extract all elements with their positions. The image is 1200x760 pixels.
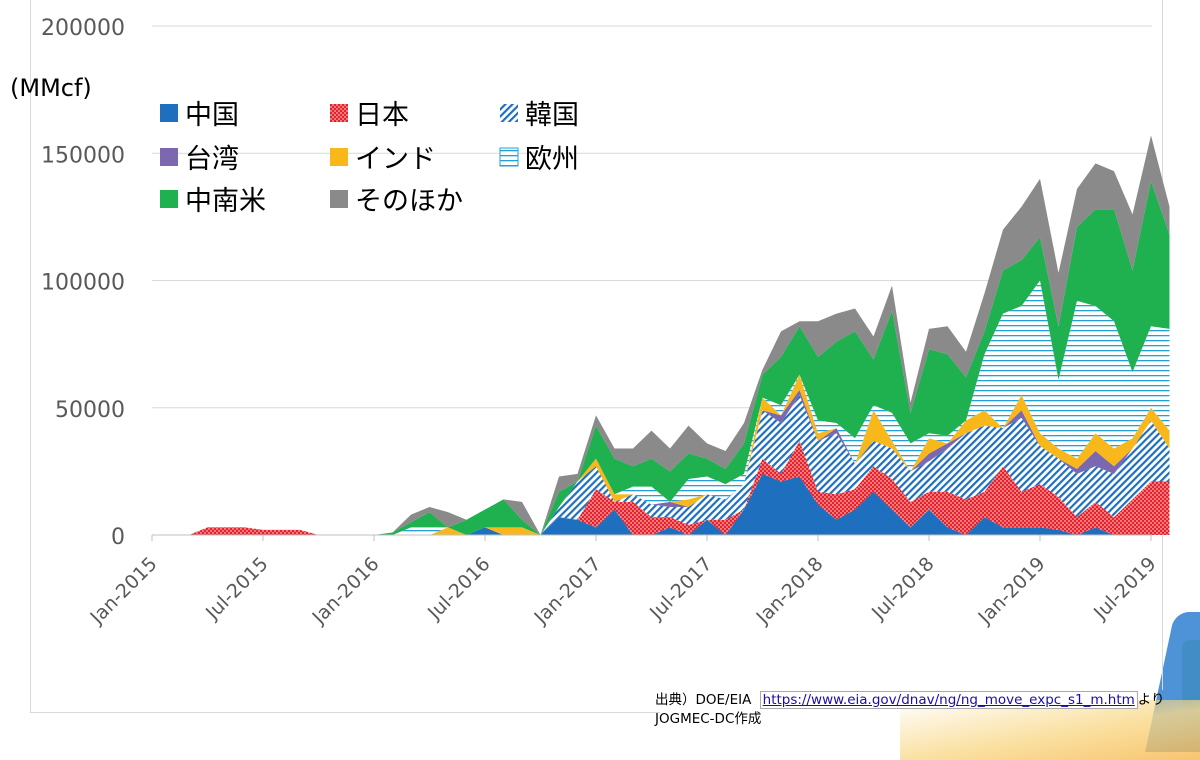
x-tick-label: Jan-2016 — [308, 553, 384, 629]
chart-frame-bottom — [30, 712, 660, 713]
x-tick-label: Jul-2015 — [201, 553, 273, 625]
legend-label: 中国 — [185, 100, 239, 131]
stacked-area-chart: 0 50000 100000 150000 200000 (MMcf) Jan-2015 Ju… — [10, 16, 1170, 629]
x-tick-label: Jan-2015 — [86, 553, 162, 629]
legend-label: 欧州 — [525, 144, 579, 175]
unit-label: (MMcf) — [10, 74, 92, 102]
x-tick-label: Jul-2019 — [1089, 553, 1161, 625]
x-tick-label: Jul-2018 — [867, 553, 939, 625]
y-tick-label: 100000 — [41, 271, 125, 296]
legend-label: 台湾 — [185, 144, 239, 175]
x-tick-label: Jul-2016 — [423, 553, 495, 625]
source-note: 出典）DOE/EIA https://www.eia.gov/dnav/ng/n… — [655, 691, 1200, 729]
legend-label: 中南米 — [185, 186, 266, 217]
source-prefix: 出典）DOE/EIA — [655, 692, 752, 708]
area-series-2 — [152, 395, 1170, 535]
legend-swatch — [330, 190, 348, 208]
chart-frame-left — [30, 0, 31, 712]
x-tick-label: Jan-2019 — [974, 553, 1050, 629]
area-series-1 — [152, 440, 1170, 535]
x-tick-label: Jan-2017 — [530, 553, 606, 629]
y-tick-label: 150000 — [41, 143, 125, 168]
legend-swatch — [499, 147, 519, 167]
legend-swatch — [330, 104, 348, 122]
legend-swatch — [160, 190, 178, 208]
legend-swatch — [330, 148, 348, 166]
legend-label: 日本 — [355, 100, 409, 131]
legend-label: インド — [355, 144, 436, 175]
legend-label: そのほか — [355, 186, 463, 217]
x-tick-label: Jan-2018 — [752, 553, 828, 629]
y-tick-label: 200000 — [41, 16, 125, 41]
source-link[interactable]: https://www.eia.gov/dnav/ng/ng_move_expc… — [759, 691, 1138, 709]
area-series-7 — [152, 135, 1170, 535]
legend-swatch — [160, 148, 178, 166]
y-tick-label: 0 — [111, 525, 125, 550]
source-suffix: より JOGMEC-DC作成 — [655, 692, 1165, 727]
legend-swatch — [500, 104, 518, 122]
legend-swatch — [160, 104, 178, 122]
x-tick-label: Jul-2017 — [645, 553, 717, 625]
legend-label: 韓国 — [525, 100, 579, 131]
y-tick-label: 50000 — [55, 398, 125, 423]
